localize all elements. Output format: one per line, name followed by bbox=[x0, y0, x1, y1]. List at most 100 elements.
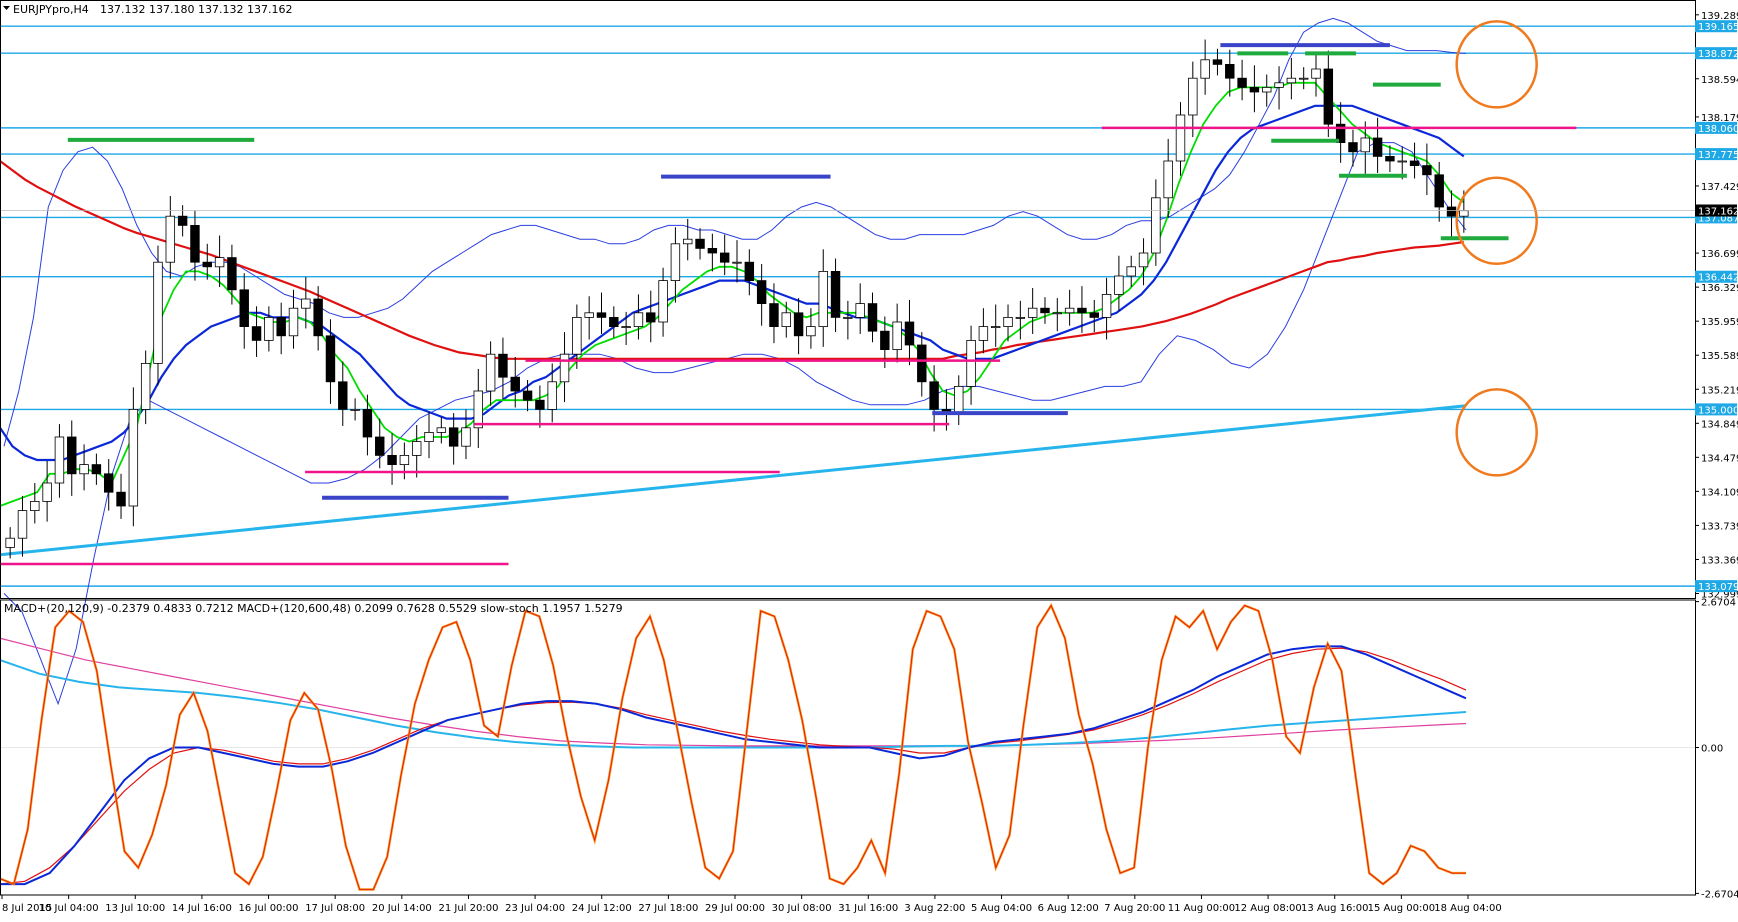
candle-body bbox=[18, 511, 27, 539]
candle-body bbox=[979, 327, 988, 341]
oscillator-header-label: MACD+(20,120,9) -0.2379 0.4833 0.7212 MA… bbox=[4, 602, 623, 615]
candle-body bbox=[1262, 87, 1271, 92]
candle-body bbox=[819, 271, 828, 326]
candle-body bbox=[1460, 211, 1469, 217]
candle-body bbox=[1410, 161, 1419, 166]
level-label: 139.165 bbox=[1698, 22, 1738, 33]
candle-body bbox=[1152, 198, 1161, 253]
candle-body bbox=[1065, 308, 1074, 313]
candle-body bbox=[745, 262, 754, 280]
candle-body bbox=[425, 432, 434, 441]
candle-body bbox=[67, 437, 76, 474]
candle-body bbox=[844, 317, 853, 318]
candle-body bbox=[536, 400, 545, 409]
y-tick-label: 135.589 bbox=[1701, 351, 1738, 362]
candle-body bbox=[363, 409, 372, 437]
candle-body bbox=[622, 327, 631, 328]
candle-body bbox=[178, 216, 187, 225]
candle-body bbox=[1225, 64, 1234, 78]
candle-body bbox=[1435, 175, 1444, 207]
candle-body bbox=[757, 281, 766, 304]
y-tick-label: 137.429 bbox=[1701, 182, 1738, 193]
candle-body bbox=[141, 363, 150, 409]
candle-body bbox=[881, 331, 890, 349]
candle-body bbox=[560, 354, 569, 382]
candle-body bbox=[831, 271, 840, 317]
candle-body bbox=[486, 354, 495, 391]
candle-body bbox=[326, 336, 335, 382]
candle-body bbox=[449, 428, 458, 446]
candle-body bbox=[511, 377, 520, 391]
candle-body bbox=[80, 465, 89, 474]
level-label: 135.000 bbox=[1698, 405, 1738, 416]
candle-body bbox=[1090, 313, 1099, 318]
candle-body bbox=[351, 409, 360, 410]
candle-body bbox=[1004, 317, 1013, 326]
x-tick-label: 11 Aug 00:00 bbox=[1168, 903, 1235, 914]
candle-body bbox=[917, 345, 926, 382]
candle-body bbox=[314, 299, 323, 336]
level-label: 136.442 bbox=[1698, 273, 1738, 284]
candle-body bbox=[277, 317, 286, 335]
candle-body bbox=[991, 327, 1000, 328]
candle-body bbox=[868, 304, 877, 332]
x-tick-label: 21 Jul 20:00 bbox=[438, 903, 498, 914]
current-price-label: 137.162 bbox=[1698, 206, 1738, 217]
candle-body bbox=[770, 304, 779, 327]
candle-body bbox=[1373, 138, 1382, 156]
x-tick-label: 10 Jul 04:00 bbox=[39, 903, 99, 914]
x-tick-label: 27 Jul 18:00 bbox=[638, 903, 698, 914]
candle-body bbox=[117, 492, 126, 506]
candle-body bbox=[967, 340, 976, 386]
candle-body bbox=[856, 304, 865, 318]
x-tick-label: 13 Jul 10:00 bbox=[105, 903, 165, 914]
candle-body bbox=[400, 455, 409, 464]
x-tick-label: 16 Jul 00:00 bbox=[239, 903, 299, 914]
candle-body bbox=[597, 313, 606, 318]
candle-body bbox=[1287, 78, 1296, 83]
candle-body bbox=[252, 327, 261, 341]
candle-body bbox=[1201, 60, 1210, 78]
candle-body bbox=[55, 437, 64, 483]
x-tick-label: 6 Aug 12:00 bbox=[1038, 903, 1099, 914]
candle-body bbox=[92, 465, 101, 474]
candle-body bbox=[1361, 138, 1370, 152]
candle-body bbox=[708, 248, 717, 253]
candle-body bbox=[720, 253, 729, 262]
x-tick-label: 14 Jul 16:00 bbox=[172, 903, 232, 914]
candle-body bbox=[1324, 69, 1333, 124]
candle-body bbox=[1386, 156, 1395, 161]
level-label: 138.060 bbox=[1698, 124, 1738, 135]
candle-body bbox=[215, 258, 224, 267]
candle-body bbox=[893, 322, 902, 350]
candle-body bbox=[302, 299, 311, 308]
x-tick-label: 31 Jul 16:00 bbox=[838, 903, 898, 914]
candle-body bbox=[1312, 69, 1321, 78]
y-tick-label: 134.849 bbox=[1701, 419, 1738, 430]
candle-body bbox=[129, 409, 138, 506]
candle-body bbox=[1115, 276, 1124, 294]
x-tick-label: 13 Aug 16:00 bbox=[1301, 903, 1368, 914]
candle-body bbox=[191, 225, 200, 262]
candle-body bbox=[1164, 161, 1173, 198]
candle-body bbox=[1275, 83, 1284, 88]
candle-body bbox=[609, 317, 618, 326]
candle-body bbox=[634, 313, 643, 327]
candle-body bbox=[1423, 166, 1432, 175]
candle-body bbox=[1189, 78, 1198, 115]
candle-body bbox=[1250, 87, 1259, 92]
ohlc-label: 137.132 137.180 137.132 137.162 bbox=[100, 3, 292, 16]
candle-body bbox=[1349, 143, 1358, 152]
candle-body bbox=[265, 317, 274, 340]
level-label: 137.775 bbox=[1698, 150, 1738, 161]
candle-body bbox=[1139, 253, 1148, 267]
x-tick-label: 17 Jul 08:00 bbox=[305, 903, 365, 914]
candle-body bbox=[659, 281, 668, 322]
candle-body bbox=[573, 317, 582, 354]
candle-body bbox=[696, 239, 705, 248]
candle-body bbox=[646, 313, 655, 322]
symbol-label: EURJPYpro,H4 bbox=[13, 3, 89, 16]
candle-body bbox=[1078, 308, 1087, 313]
candle-body bbox=[782, 313, 791, 327]
